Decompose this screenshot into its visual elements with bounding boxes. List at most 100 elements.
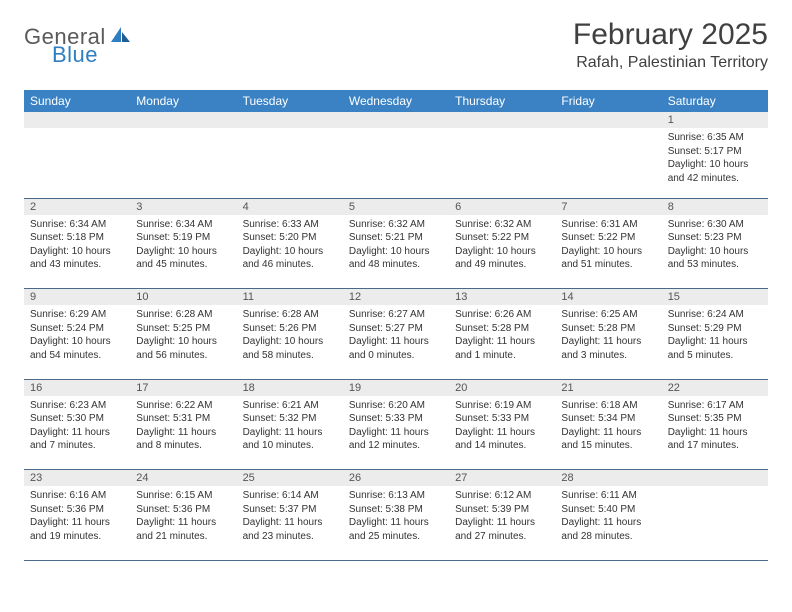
day-details: Sunrise: 6:16 AMSunset: 5:36 PMDaylight:… (24, 486, 130, 547)
logo-text-2-wrap: Blue (52, 42, 98, 68)
daylight-text: Daylight: 11 hours and 12 minutes. (349, 426, 443, 453)
daylight-text: Daylight: 11 hours and 14 minutes. (455, 426, 549, 453)
day-number: 24 (130, 470, 236, 486)
day-cell: Sunrise: 6:32 AMSunset: 5:21 PMDaylight:… (343, 215, 449, 289)
sunset-text: Sunset: 5:18 PM (30, 231, 124, 245)
day-number: 11 (237, 289, 343, 305)
day-number-cell: 27 (449, 470, 555, 487)
sunset-text: Sunset: 5:40 PM (561, 503, 655, 517)
sunrise-text: Sunrise: 6:27 AM (349, 308, 443, 322)
week-row: Sunrise: 6:35 AMSunset: 5:17 PMDaylight:… (24, 128, 768, 198)
day-header: Friday (555, 90, 661, 112)
daylight-text: Daylight: 11 hours and 19 minutes. (30, 516, 124, 543)
sunrise-text: Sunrise: 6:32 AM (455, 218, 549, 232)
day-number: 8 (662, 199, 768, 215)
day-cell: Sunrise: 6:28 AMSunset: 5:25 PMDaylight:… (130, 305, 236, 379)
day-number-cell (662, 470, 768, 487)
day-details: Sunrise: 6:32 AMSunset: 5:22 PMDaylight:… (449, 215, 555, 276)
daylight-text: Daylight: 11 hours and 28 minutes. (561, 516, 655, 543)
sunrise-text: Sunrise: 6:12 AM (455, 489, 549, 503)
day-cell: Sunrise: 6:17 AMSunset: 5:35 PMDaylight:… (662, 396, 768, 470)
sunrise-text: Sunrise: 6:28 AM (136, 308, 230, 322)
daylight-text: Daylight: 10 hours and 58 minutes. (243, 335, 337, 362)
sunset-text: Sunset: 5:27 PM (349, 322, 443, 336)
day-number-cell: 28 (555, 470, 661, 487)
daylight-text: Daylight: 11 hours and 7 minutes. (30, 426, 124, 453)
sunrise-text: Sunrise: 6:30 AM (668, 218, 762, 232)
day-cell: Sunrise: 6:29 AMSunset: 5:24 PMDaylight:… (24, 305, 130, 379)
sunrise-text: Sunrise: 6:15 AM (136, 489, 230, 503)
day-cell (555, 128, 661, 198)
day-number (662, 470, 768, 486)
day-cell: Sunrise: 6:26 AMSunset: 5:28 PMDaylight:… (449, 305, 555, 379)
day-cell: Sunrise: 6:30 AMSunset: 5:23 PMDaylight:… (662, 215, 768, 289)
day-number (237, 112, 343, 128)
sunset-text: Sunset: 5:24 PM (30, 322, 124, 336)
day-number-cell: 9 (24, 289, 130, 306)
day-number: 10 (130, 289, 236, 305)
day-cell: Sunrise: 6:33 AMSunset: 5:20 PMDaylight:… (237, 215, 343, 289)
sunrise-text: Sunrise: 6:16 AM (30, 489, 124, 503)
day-details: Sunrise: 6:33 AMSunset: 5:20 PMDaylight:… (237, 215, 343, 276)
sunset-text: Sunset: 5:23 PM (668, 231, 762, 245)
sunrise-text: Sunrise: 6:14 AM (243, 489, 337, 503)
day-number: 26 (343, 470, 449, 486)
daylight-text: Daylight: 11 hours and 27 minutes. (455, 516, 549, 543)
day-cell (449, 128, 555, 198)
day-number-cell: 21 (555, 379, 661, 396)
day-number-cell: 24 (130, 470, 236, 487)
day-header: Wednesday (343, 90, 449, 112)
day-number-cell: 26 (343, 470, 449, 487)
day-cell: Sunrise: 6:27 AMSunset: 5:27 PMDaylight:… (343, 305, 449, 379)
sunset-text: Sunset: 5:29 PM (668, 322, 762, 336)
daylight-text: Daylight: 11 hours and 21 minutes. (136, 516, 230, 543)
day-number: 4 (237, 199, 343, 215)
day-number: 19 (343, 380, 449, 396)
sunset-text: Sunset: 5:36 PM (30, 503, 124, 517)
day-number-cell: 17 (130, 379, 236, 396)
day-cell: Sunrise: 6:23 AMSunset: 5:30 PMDaylight:… (24, 396, 130, 470)
day-number-cell: 2 (24, 198, 130, 215)
day-number-cell: 5 (343, 198, 449, 215)
day-details: Sunrise: 6:17 AMSunset: 5:35 PMDaylight:… (662, 396, 768, 457)
day-number: 16 (24, 380, 130, 396)
sunrise-text: Sunrise: 6:31 AM (561, 218, 655, 232)
day-cell (24, 128, 130, 198)
sunset-text: Sunset: 5:26 PM (243, 322, 337, 336)
day-header: Monday (130, 90, 236, 112)
week-row: Sunrise: 6:34 AMSunset: 5:18 PMDaylight:… (24, 215, 768, 289)
day-number-cell (555, 112, 661, 128)
day-cell: Sunrise: 6:15 AMSunset: 5:36 PMDaylight:… (130, 486, 236, 560)
day-number: 28 (555, 470, 661, 486)
day-number-cell (449, 112, 555, 128)
day-cell: Sunrise: 6:34 AMSunset: 5:19 PMDaylight:… (130, 215, 236, 289)
day-details: Sunrise: 6:22 AMSunset: 5:31 PMDaylight:… (130, 396, 236, 457)
day-cell: Sunrise: 6:35 AMSunset: 5:17 PMDaylight:… (662, 128, 768, 198)
day-number: 5 (343, 199, 449, 215)
daylight-text: Daylight: 11 hours and 23 minutes. (243, 516, 337, 543)
day-number: 23 (24, 470, 130, 486)
day-cell (343, 128, 449, 198)
day-details: Sunrise: 6:20 AMSunset: 5:33 PMDaylight:… (343, 396, 449, 457)
sunrise-text: Sunrise: 6:25 AM (561, 308, 655, 322)
day-cell: Sunrise: 6:13 AMSunset: 5:38 PMDaylight:… (343, 486, 449, 560)
day-cell: Sunrise: 6:20 AMSunset: 5:33 PMDaylight:… (343, 396, 449, 470)
title-block: February 2025 Rafah, Palestinian Territo… (573, 18, 768, 72)
daylight-text: Daylight: 10 hours and 42 minutes. (668, 158, 762, 185)
day-number-cell: 4 (237, 198, 343, 215)
sunrise-text: Sunrise: 6:20 AM (349, 399, 443, 413)
daylight-text: Daylight: 10 hours and 53 minutes. (668, 245, 762, 272)
daylight-text: Daylight: 11 hours and 17 minutes. (668, 426, 762, 453)
day-number: 15 (662, 289, 768, 305)
day-details: Sunrise: 6:14 AMSunset: 5:37 PMDaylight:… (237, 486, 343, 547)
sunrise-text: Sunrise: 6:19 AM (455, 399, 549, 413)
day-number: 14 (555, 289, 661, 305)
sunset-text: Sunset: 5:25 PM (136, 322, 230, 336)
day-number: 17 (130, 380, 236, 396)
day-number (130, 112, 236, 128)
day-details: Sunrise: 6:15 AMSunset: 5:36 PMDaylight:… (130, 486, 236, 547)
day-number-cell: 14 (555, 289, 661, 306)
day-details: Sunrise: 6:19 AMSunset: 5:33 PMDaylight:… (449, 396, 555, 457)
daylight-text: Daylight: 10 hours and 49 minutes. (455, 245, 549, 272)
sunset-text: Sunset: 5:31 PM (136, 412, 230, 426)
